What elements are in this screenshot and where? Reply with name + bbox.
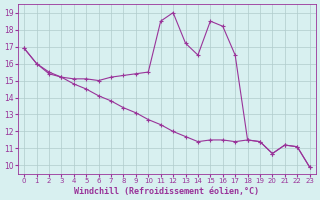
X-axis label: Windchill (Refroidissement éolien,°C): Windchill (Refroidissement éolien,°C): [74, 187, 260, 196]
